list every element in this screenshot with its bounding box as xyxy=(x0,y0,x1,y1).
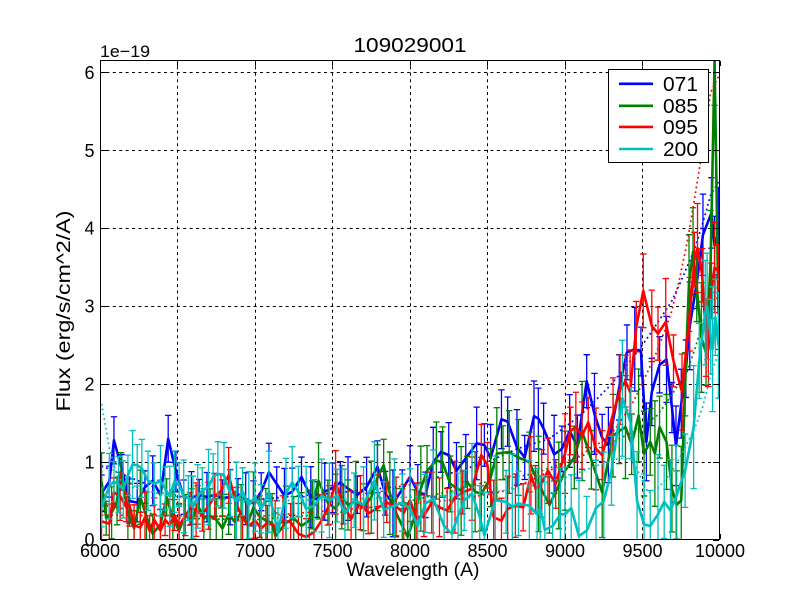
svg-text:4: 4 xyxy=(84,219,94,239)
svg-text:8500: 8500 xyxy=(467,541,507,561)
svg-text:9000: 9000 xyxy=(545,541,585,561)
svg-text:8000: 8000 xyxy=(390,541,430,561)
svg-text:1e−19: 1e−19 xyxy=(100,42,150,61)
svg-text:7000: 7000 xyxy=(235,541,275,561)
svg-text:7500: 7500 xyxy=(312,541,352,561)
svg-text:6000: 6000 xyxy=(80,541,120,561)
svg-text:Flux (erg/s/cm^2/A): Flux (erg/s/cm^2/A) xyxy=(54,211,75,412)
svg-text:071: 071 xyxy=(663,74,698,96)
svg-text:109029001: 109029001 xyxy=(354,35,467,57)
svg-text:6500: 6500 xyxy=(157,541,197,561)
svg-text:Wavelength (A): Wavelength (A) xyxy=(347,560,480,581)
svg-text:6: 6 xyxy=(84,63,94,83)
svg-text:085: 085 xyxy=(663,96,698,118)
svg-text:095: 095 xyxy=(663,117,698,139)
svg-text:2: 2 xyxy=(84,374,94,394)
svg-text:200: 200 xyxy=(663,139,698,161)
svg-text:1: 1 xyxy=(84,452,94,472)
svg-text:0: 0 xyxy=(84,530,94,550)
svg-text:5: 5 xyxy=(84,141,94,161)
svg-text:9500: 9500 xyxy=(622,541,662,561)
svg-text:10000: 10000 xyxy=(695,541,745,561)
svg-text:3: 3 xyxy=(84,297,94,317)
